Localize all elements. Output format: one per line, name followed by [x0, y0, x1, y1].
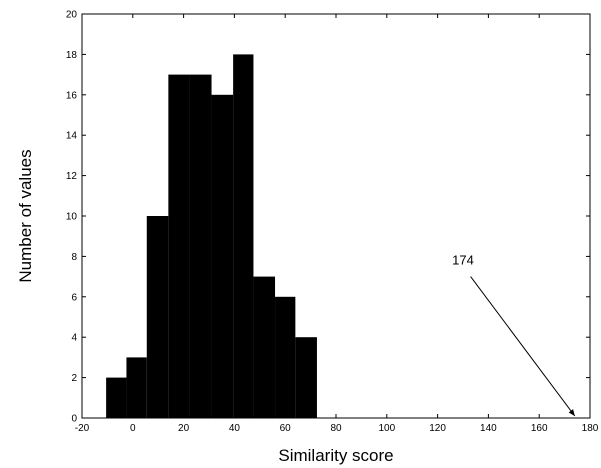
histogram-bars	[106, 54, 317, 419]
x-tick-label-8: 140	[480, 423, 497, 434]
annotation-label-0: 174	[452, 252, 474, 267]
y-tick-label-5: 10	[66, 212, 78, 223]
bar-0	[106, 377, 127, 418]
bar-3	[168, 74, 190, 418]
y-tick-label-9: 18	[66, 50, 78, 61]
y-tick-label-7: 14	[66, 131, 78, 142]
bar-2	[146, 216, 169, 418]
x-tick-label-9: 160	[531, 423, 548, 434]
annotation-arrowhead-0	[568, 409, 575, 416]
x-tick-label-5: 80	[330, 423, 342, 434]
y-tick-label-0: 0	[71, 414, 77, 425]
bar-5	[211, 94, 234, 419]
annotations: 174	[452, 252, 576, 417]
y-tick-label-10: 20	[66, 10, 78, 21]
bar-7	[253, 276, 276, 418]
x-tick-label-10: 180	[582, 423, 599, 434]
y-tick-label-1: 2	[71, 373, 77, 384]
x-tick-label-6: 100	[378, 423, 395, 434]
y-axis-ticks: 0 2 4 6 8 10 12 14 16 18 20	[66, 10, 590, 425]
x-tick-label-7: 120	[429, 423, 446, 434]
y-tick-label-8: 16	[66, 90, 78, 101]
bar-1	[126, 357, 147, 418]
bar-8	[275, 296, 296, 418]
bar-4	[189, 74, 212, 418]
x-tick-label-2: 20	[178, 423, 190, 434]
x-tick-label-0: -20	[75, 423, 90, 434]
bar-9	[295, 337, 317, 418]
bar-6	[233, 54, 254, 419]
y-tick-label-3: 6	[71, 292, 77, 303]
y-tick-label-6: 12	[66, 171, 78, 182]
x-axis-title: Similarity score	[278, 446, 393, 465]
y-tick-label-2: 4	[71, 333, 77, 344]
x-axis-ticks: -20 0 20 40 60 80 100 120 140 160 180	[75, 14, 599, 434]
annotation-arrow-0	[470, 276, 576, 417]
x-tick-label-3: 40	[229, 423, 241, 434]
y-axis-title: Number of values	[16, 149, 35, 282]
x-tick-label-4: 60	[280, 423, 292, 434]
y-tick-label-4: 8	[71, 252, 77, 263]
x-tick-label-1: 0	[130, 423, 136, 434]
